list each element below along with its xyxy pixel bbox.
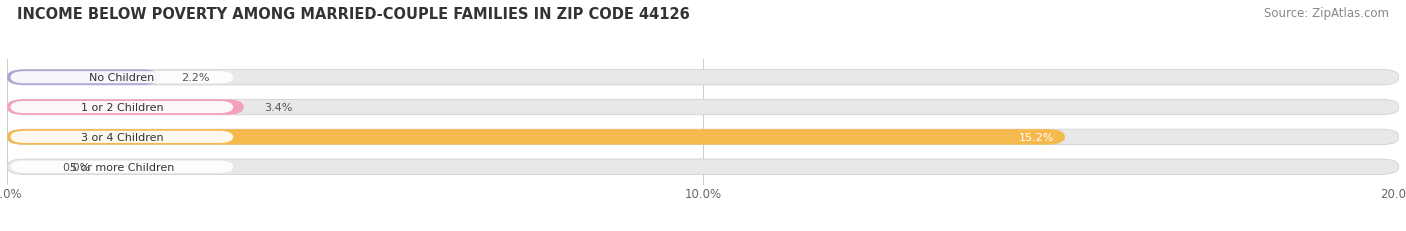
Text: 5 or more Children: 5 or more Children: [70, 162, 174, 172]
FancyBboxPatch shape: [7, 100, 243, 115]
FancyBboxPatch shape: [7, 70, 160, 86]
FancyBboxPatch shape: [7, 130, 1399, 145]
Text: 1 or 2 Children: 1 or 2 Children: [80, 103, 163, 112]
FancyBboxPatch shape: [10, 131, 233, 143]
FancyBboxPatch shape: [7, 100, 1399, 115]
FancyBboxPatch shape: [7, 130, 1064, 145]
Text: 15.2%: 15.2%: [1019, 132, 1054, 142]
FancyBboxPatch shape: [10, 102, 233, 114]
Text: 0.0%: 0.0%: [63, 162, 91, 172]
FancyBboxPatch shape: [10, 72, 233, 84]
FancyBboxPatch shape: [7, 159, 1399, 175]
FancyBboxPatch shape: [7, 70, 1399, 86]
Text: Source: ZipAtlas.com: Source: ZipAtlas.com: [1264, 7, 1389, 20]
FancyBboxPatch shape: [10, 161, 233, 173]
Text: 2.2%: 2.2%: [181, 73, 209, 83]
Text: No Children: No Children: [89, 73, 155, 83]
Text: 3.4%: 3.4%: [264, 103, 292, 112]
Text: INCOME BELOW POVERTY AMONG MARRIED-COUPLE FAMILIES IN ZIP CODE 44126: INCOME BELOW POVERTY AMONG MARRIED-COUPL…: [17, 7, 689, 22]
Text: 3 or 4 Children: 3 or 4 Children: [80, 132, 163, 142]
